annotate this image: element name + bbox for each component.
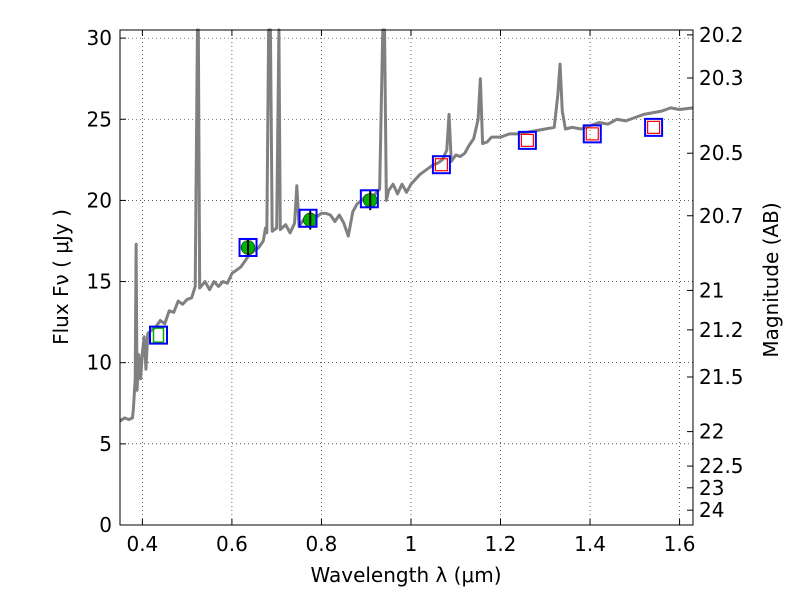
x-tick-label: 1 bbox=[405, 532, 418, 556]
model-square-blue bbox=[431, 155, 451, 175]
x-tick-label: 1.6 bbox=[664, 532, 696, 556]
y-tick-label: 5 bbox=[99, 432, 112, 456]
mag-tick-label: 21.5 bbox=[699, 365, 744, 389]
x-tick-label: 0.4 bbox=[126, 532, 158, 556]
mag-tick-label: 24 bbox=[699, 498, 724, 522]
model-square-blue bbox=[517, 130, 537, 150]
y-tick-label: 30 bbox=[87, 26, 112, 50]
model-square-blue bbox=[359, 189, 379, 209]
mag-tick-label: 20.7 bbox=[699, 204, 744, 228]
model-square-red bbox=[434, 158, 449, 172]
y-axis-label: Flux Fν ( μJy ) bbox=[49, 209, 73, 345]
model-square-blue bbox=[582, 124, 602, 144]
axes: 0.4 0.6 0.8 1 1.2 1.4 1.6 0 5 10 15 20 25 30 20.2 20.3 2… bbox=[87, 23, 744, 556]
model-square-inner bbox=[152, 327, 165, 343]
model-square-red bbox=[647, 120, 661, 134]
x-axis-label: Wavelength λ (μm) bbox=[310, 563, 501, 587]
y-tick-label: 10 bbox=[87, 351, 112, 375]
model-square-blue bbox=[148, 325, 168, 345]
x-tick-label: 1.2 bbox=[485, 532, 517, 556]
model-square-blue bbox=[644, 117, 664, 137]
x-tick-label: 0.8 bbox=[306, 532, 338, 556]
x-tick-label: 0.6 bbox=[216, 532, 248, 556]
mag-tick-label: 20.5 bbox=[699, 141, 744, 165]
model-square-blue bbox=[238, 237, 258, 257]
y-tick-label: 15 bbox=[87, 270, 112, 294]
mag-tick-label: 21.2 bbox=[699, 318, 744, 342]
mag-tick-label: 22 bbox=[699, 420, 724, 444]
y-tick-label: 20 bbox=[87, 188, 112, 212]
model-squares-series bbox=[148, 117, 664, 345]
model-square-blue bbox=[298, 208, 318, 228]
mag-tick-label: 22.5 bbox=[699, 454, 744, 478]
mag-tick-label: 20.3 bbox=[699, 66, 744, 90]
model-square-red bbox=[520, 133, 534, 147]
mag-tick-label: 23 bbox=[699, 476, 724, 500]
grid bbox=[120, 30, 693, 526]
x-tick-label: 1.4 bbox=[574, 532, 606, 556]
y-tick-label: 0 bbox=[99, 513, 112, 537]
mag-tick-label: 20.2 bbox=[699, 23, 744, 47]
mag-tick-label: 21 bbox=[699, 278, 724, 302]
spectrum-series bbox=[119, 28, 694, 423]
y-tick-label: 25 bbox=[87, 107, 112, 131]
y-axis-right-label: Magnitude (AB) bbox=[759, 202, 783, 357]
model-square-red bbox=[585, 127, 599, 141]
spectrum-line bbox=[119, 28, 694, 423]
plot-frame bbox=[119, 29, 694, 526]
